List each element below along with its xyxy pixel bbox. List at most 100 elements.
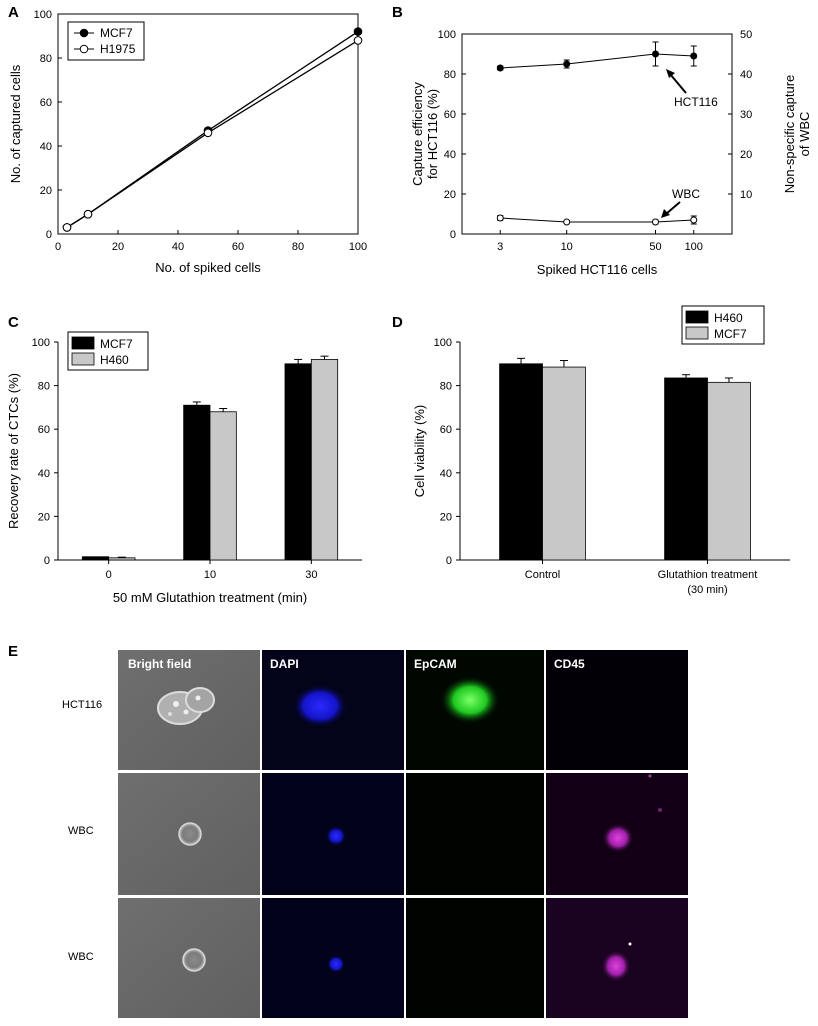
legend-marker [79, 28, 89, 38]
epcam-image [406, 898, 544, 1018]
annotation-arrowhead [666, 69, 675, 78]
bar-H460 [499, 363, 543, 561]
y2-tick-label: 10 [740, 189, 752, 201]
y2-tick-label: 20 [740, 149, 752, 161]
chart-d: 0 20 40 60 80 100 Control Glutathion treatment (… [412, 305, 790, 596]
dapi-nucleus [326, 826, 346, 846]
y-axis-title-line: Capture efficiency [410, 82, 425, 186]
data-point-HCT116 [690, 52, 698, 60]
x-tick-label: 60 [232, 241, 244, 253]
column-label-bright-field: Bright field [128, 657, 191, 671]
x-tick-label: 0 [106, 569, 112, 581]
chart-b: 0 20 40 60 80 100 10 20 30 40 50 3 10 50 100 Spiked HCT… [410, 29, 812, 277]
legend-label: MCF7 [714, 327, 747, 341]
y2-axis-title-line: of WBC [797, 112, 812, 157]
micrograph-row-wbc-2 [118, 898, 688, 1018]
y-axis-title: Cell viability (%) [412, 405, 427, 497]
series-line-WBC [500, 217, 694, 223]
y-tick-label: 100 [434, 337, 452, 349]
y2-axis-title-line: Non-specific capture [782, 75, 797, 194]
hct116-cell-brightfield [157, 687, 215, 725]
cd45-signal [601, 950, 631, 982]
annotation-arrow [669, 73, 687, 94]
micrograph-row-hct116 [118, 650, 688, 770]
y-tick-label: 0 [446, 555, 452, 567]
annotation-wbc: WBC [672, 187, 700, 201]
y-tick-label: 60 [40, 97, 52, 109]
y-tick-label: 0 [44, 555, 50, 567]
y-tick-label: 100 [32, 337, 50, 349]
x-tick-label: Control [525, 569, 560, 581]
series-line-HCT116 [500, 53, 694, 69]
micrograph-row-wbc-1 [118, 773, 688, 895]
data-point-H1975 [353, 36, 363, 45]
x-tick-label: 0 [55, 241, 61, 253]
y-tick-label: 20 [444, 189, 456, 201]
annotation-arrowhead [661, 209, 670, 218]
y-tick-label: 40 [40, 141, 52, 153]
chart-c: 0 20 40 60 80 100 0 10 30 50 mM Glutathion treatm… [6, 331, 362, 605]
row-label-wbc-2: WBC [68, 951, 94, 963]
annotation-hct116: HCT116 [674, 95, 718, 109]
legend-marker [79, 44, 89, 54]
y-tick-label: 60 [444, 109, 456, 121]
y-tick-label: 60 [440, 424, 452, 436]
legend-label: H460 [100, 353, 129, 367]
bar-H460 [664, 377, 708, 561]
legend-box [67, 21, 145, 61]
legend-swatch [685, 326, 709, 340]
cd45-signal [602, 823, 634, 853]
legend-label: H1975 [100, 42, 136, 56]
wbc-cell-brightfield [182, 948, 206, 972]
dapi-nucleus [327, 955, 345, 973]
x-tick-label: 80 [292, 241, 304, 253]
y-tick-label: 20 [40, 185, 52, 197]
x-tick-label: 40 [172, 241, 184, 253]
legend-label: MCF7 [100, 26, 133, 40]
y2-axis-title: Non-specific captureof WBC [782, 75, 812, 194]
bar-MCF7 [707, 381, 751, 561]
annotation-arrow [665, 201, 681, 215]
y-tick-label: 60 [38, 424, 50, 436]
legend-swatch [71, 352, 95, 366]
legend-swatch [71, 336, 95, 350]
plot-frame [57, 13, 359, 235]
y-axis-title: Capture efficiencyfor HCT116 (%) [410, 82, 440, 186]
data-point-H1975 [83, 209, 93, 219]
bar-H460 [108, 557, 136, 561]
bar-MCF7 [183, 404, 211, 561]
y-tick-label: 40 [440, 468, 452, 480]
x-axis-title: No. of spiked cells [155, 260, 261, 275]
x-tick-label: 50 [649, 241, 661, 253]
column-label-epcam: EpCAM [414, 657, 457, 671]
micrograph-panel: HCT116 WBC WBC [0, 648, 818, 1021]
y-tick-label: 0 [46, 229, 52, 241]
cd45-speck [658, 808, 662, 812]
data-point-HCT116 [652, 50, 660, 58]
x-axis-title: Spiked HCT116 cells [537, 262, 658, 277]
micrograph-grid: HCT116 WBC WBC [62, 650, 688, 1018]
x-tick-label: Glutathion treatment [658, 569, 758, 581]
y2-tick-label: 40 [740, 69, 752, 81]
data-point-WBC [563, 218, 571, 226]
data-point-HCT116 [496, 64, 504, 72]
row-label-hct116: HCT116 [62, 699, 102, 711]
epcam-signal [440, 676, 500, 724]
bar-MCF7 [284, 363, 312, 561]
data-point-WBC [496, 214, 504, 222]
bar-MCF7 [542, 366, 586, 561]
column-label-dapi: DAPI [270, 657, 299, 671]
y-tick-label: 80 [440, 381, 452, 393]
data-point-HCT116 [563, 60, 571, 68]
dapi-nucleus [292, 684, 348, 728]
y-tick-label: 100 [438, 29, 456, 41]
y-tick-label: 40 [38, 468, 50, 480]
cd45-image [546, 650, 688, 770]
data-point-H1975 [62, 223, 72, 232]
y-tick-label: 0 [450, 229, 456, 241]
x-tick-label: 100 [685, 241, 703, 253]
x-tick-label: 10 [204, 569, 216, 581]
y-axis-title: Recovery rate of CTCs (%) [6, 373, 21, 529]
y2-tick-label: 50 [740, 29, 752, 41]
y-tick-label: 80 [38, 381, 50, 393]
